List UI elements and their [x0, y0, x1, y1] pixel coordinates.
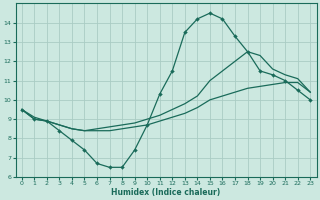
X-axis label: Humidex (Indice chaleur): Humidex (Indice chaleur) [111, 188, 221, 197]
